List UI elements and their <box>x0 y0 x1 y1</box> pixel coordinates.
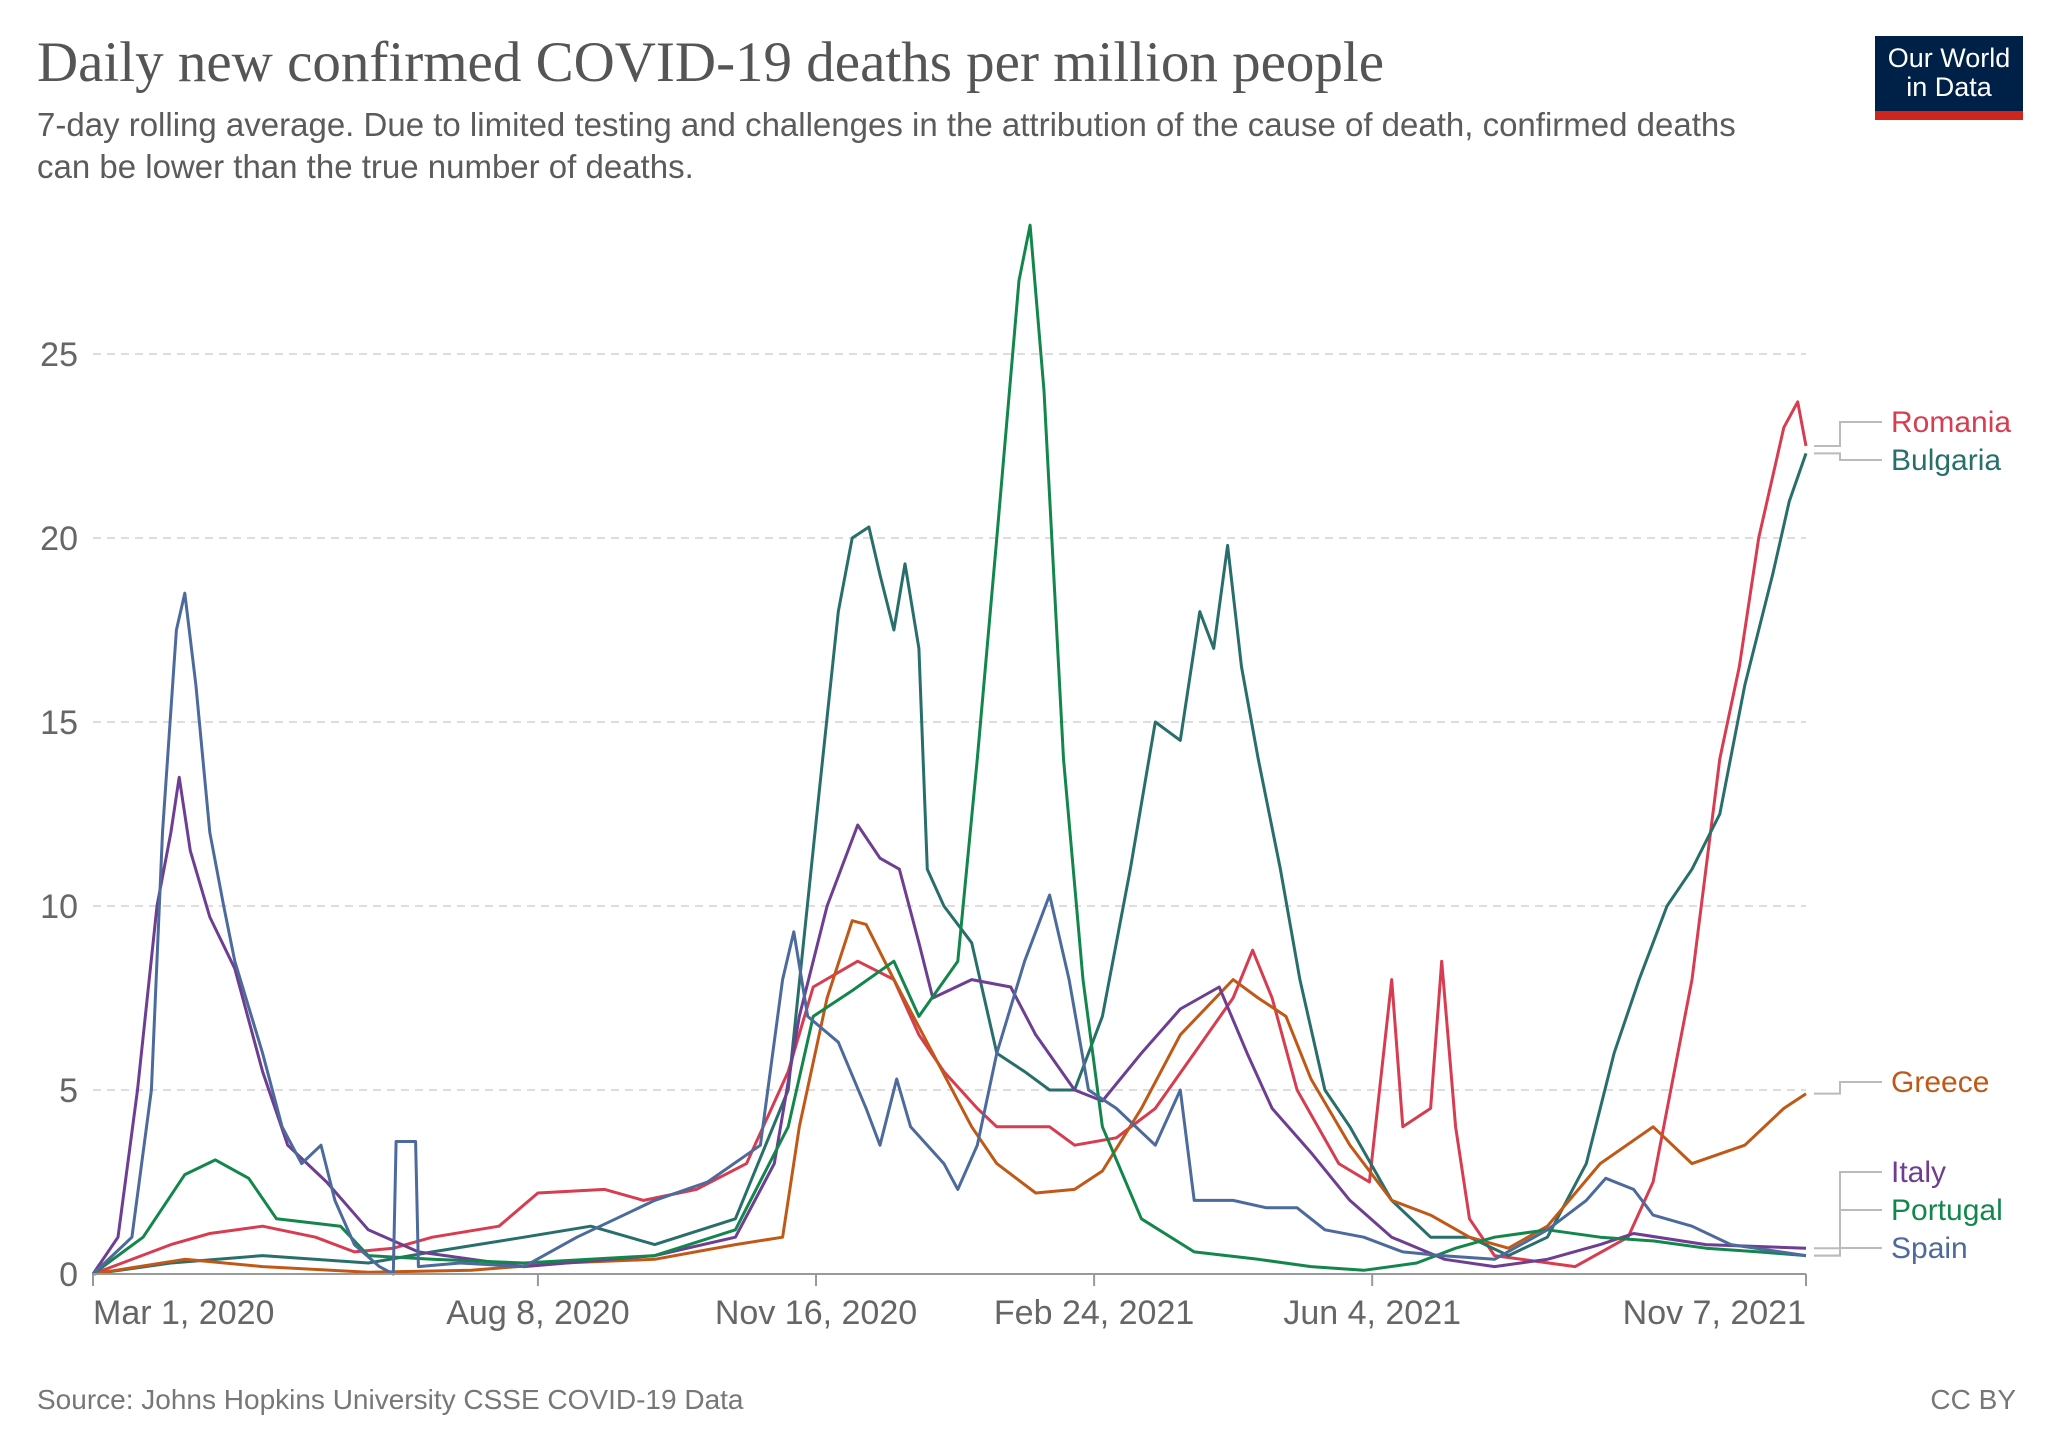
logo-bar <box>1875 111 2023 120</box>
x-tick-label: Aug 8, 2020 <box>446 1294 629 1332</box>
legend-label-portugal: Portugal <box>1891 1194 2003 1227</box>
series-line-spain <box>91 591 1807 1276</box>
x-tick-label: Nov 7, 2021 <box>1623 1294 1806 1332</box>
series-line-romania <box>92 400 1808 1276</box>
legend-connector <box>1814 1081 1882 1095</box>
y-tick-label: 10 <box>40 888 78 926</box>
y-tick-label: 20 <box>40 520 78 558</box>
legend-connector <box>1814 452 1882 461</box>
x-tick-label: Nov 16, 2020 <box>715 1294 917 1332</box>
y-tick-label: 0 <box>59 1256 78 1294</box>
legend-label-romania: Romania <box>1891 406 2011 439</box>
series-line-bulgaria <box>92 452 1808 1276</box>
series-line-portugal <box>92 223 1807 1276</box>
legend-label-bulgaria: Bulgaria <box>1891 444 2001 477</box>
chart-title: Daily new confirmed COVID-19 deaths per … <box>37 31 1385 94</box>
series-line-italy <box>91 775 1807 1275</box>
y-tick-label: 15 <box>40 704 78 742</box>
legend-label-spain: Spain <box>1891 1232 1968 1265</box>
owid-logo[interactable]: Our World in Data <box>1875 36 2023 120</box>
x-tick-label: Jun 4, 2021 <box>1283 1294 1461 1332</box>
logo-line-2: in Data <box>1906 72 1992 102</box>
x-tick-label: Feb 24, 2021 <box>994 1294 1194 1332</box>
legend-label-greece: Greece <box>1891 1066 1989 1099</box>
y-tick-label: 25 <box>40 336 78 374</box>
chart-subtitle: 7-day rolling average. Due to limited te… <box>37 106 1736 185</box>
legend-connector <box>1814 1247 1882 1257</box>
legend-connector <box>1814 421 1882 447</box>
legend-label-italy: Italy <box>1891 1156 1946 1189</box>
license-link[interactable]: CC BY <box>1930 1384 2016 1415</box>
source-note[interactable]: Source: Johns Hopkins University CSSE CO… <box>37 1384 744 1415</box>
logo-line-1: Our World <box>1887 43 2011 73</box>
y-tick-label: 5 <box>59 1072 78 1110</box>
x-tick-label: Mar 1, 2020 <box>93 1294 274 1332</box>
